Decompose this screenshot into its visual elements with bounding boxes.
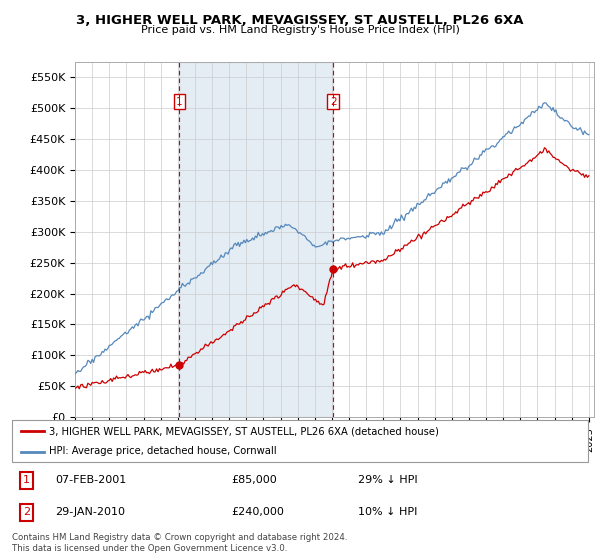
Text: 3, HIGHER WELL PARK, MEVAGISSEY, ST AUSTELL, PL26 6XA: 3, HIGHER WELL PARK, MEVAGISSEY, ST AUST… (76, 14, 524, 27)
Text: £85,000: £85,000 (231, 475, 277, 486)
Text: 10% ↓ HPI: 10% ↓ HPI (358, 507, 417, 517)
Text: 2: 2 (23, 507, 30, 517)
FancyBboxPatch shape (12, 420, 588, 462)
Text: 2: 2 (330, 97, 337, 107)
Text: 3, HIGHER WELL PARK, MEVAGISSEY, ST AUSTELL, PL26 6XA (detached house): 3, HIGHER WELL PARK, MEVAGISSEY, ST AUST… (49, 426, 439, 436)
Text: Price paid vs. HM Land Registry's House Price Index (HPI): Price paid vs. HM Land Registry's House … (140, 25, 460, 35)
Text: 1: 1 (176, 97, 183, 107)
Text: HPI: Average price, detached house, Cornwall: HPI: Average price, detached house, Corn… (49, 446, 277, 456)
Text: Contains HM Land Registry data © Crown copyright and database right 2024.
This d: Contains HM Land Registry data © Crown c… (12, 533, 347, 553)
Bar (179, 62, 334, 417)
Text: 1: 1 (23, 475, 30, 486)
Text: 29-JAN-2010: 29-JAN-2010 (55, 507, 125, 517)
Text: 07-FEB-2001: 07-FEB-2001 (55, 475, 127, 486)
Text: £240,000: £240,000 (231, 507, 284, 517)
Text: 29% ↓ HPI: 29% ↓ HPI (358, 475, 417, 486)
